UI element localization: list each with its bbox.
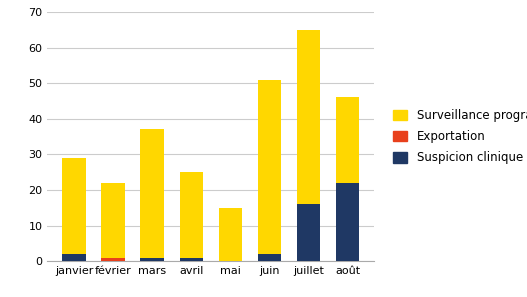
- Bar: [297, 30, 320, 204]
- Bar: [219, 208, 242, 261]
- Legend: Surveillance programmée, Exportation, Suspicion clinique: Surveillance programmée, Exportation, Su…: [393, 109, 527, 164]
- Bar: [101, 258, 125, 261]
- Bar: [141, 129, 164, 258]
- Bar: [62, 158, 86, 254]
- Bar: [336, 183, 359, 261]
- Bar: [180, 172, 203, 258]
- Bar: [101, 183, 125, 258]
- Bar: [258, 254, 281, 261]
- Bar: [336, 97, 359, 183]
- Bar: [141, 258, 164, 261]
- Bar: [297, 204, 320, 261]
- Bar: [180, 258, 203, 261]
- Bar: [62, 254, 86, 261]
- Bar: [258, 80, 281, 254]
